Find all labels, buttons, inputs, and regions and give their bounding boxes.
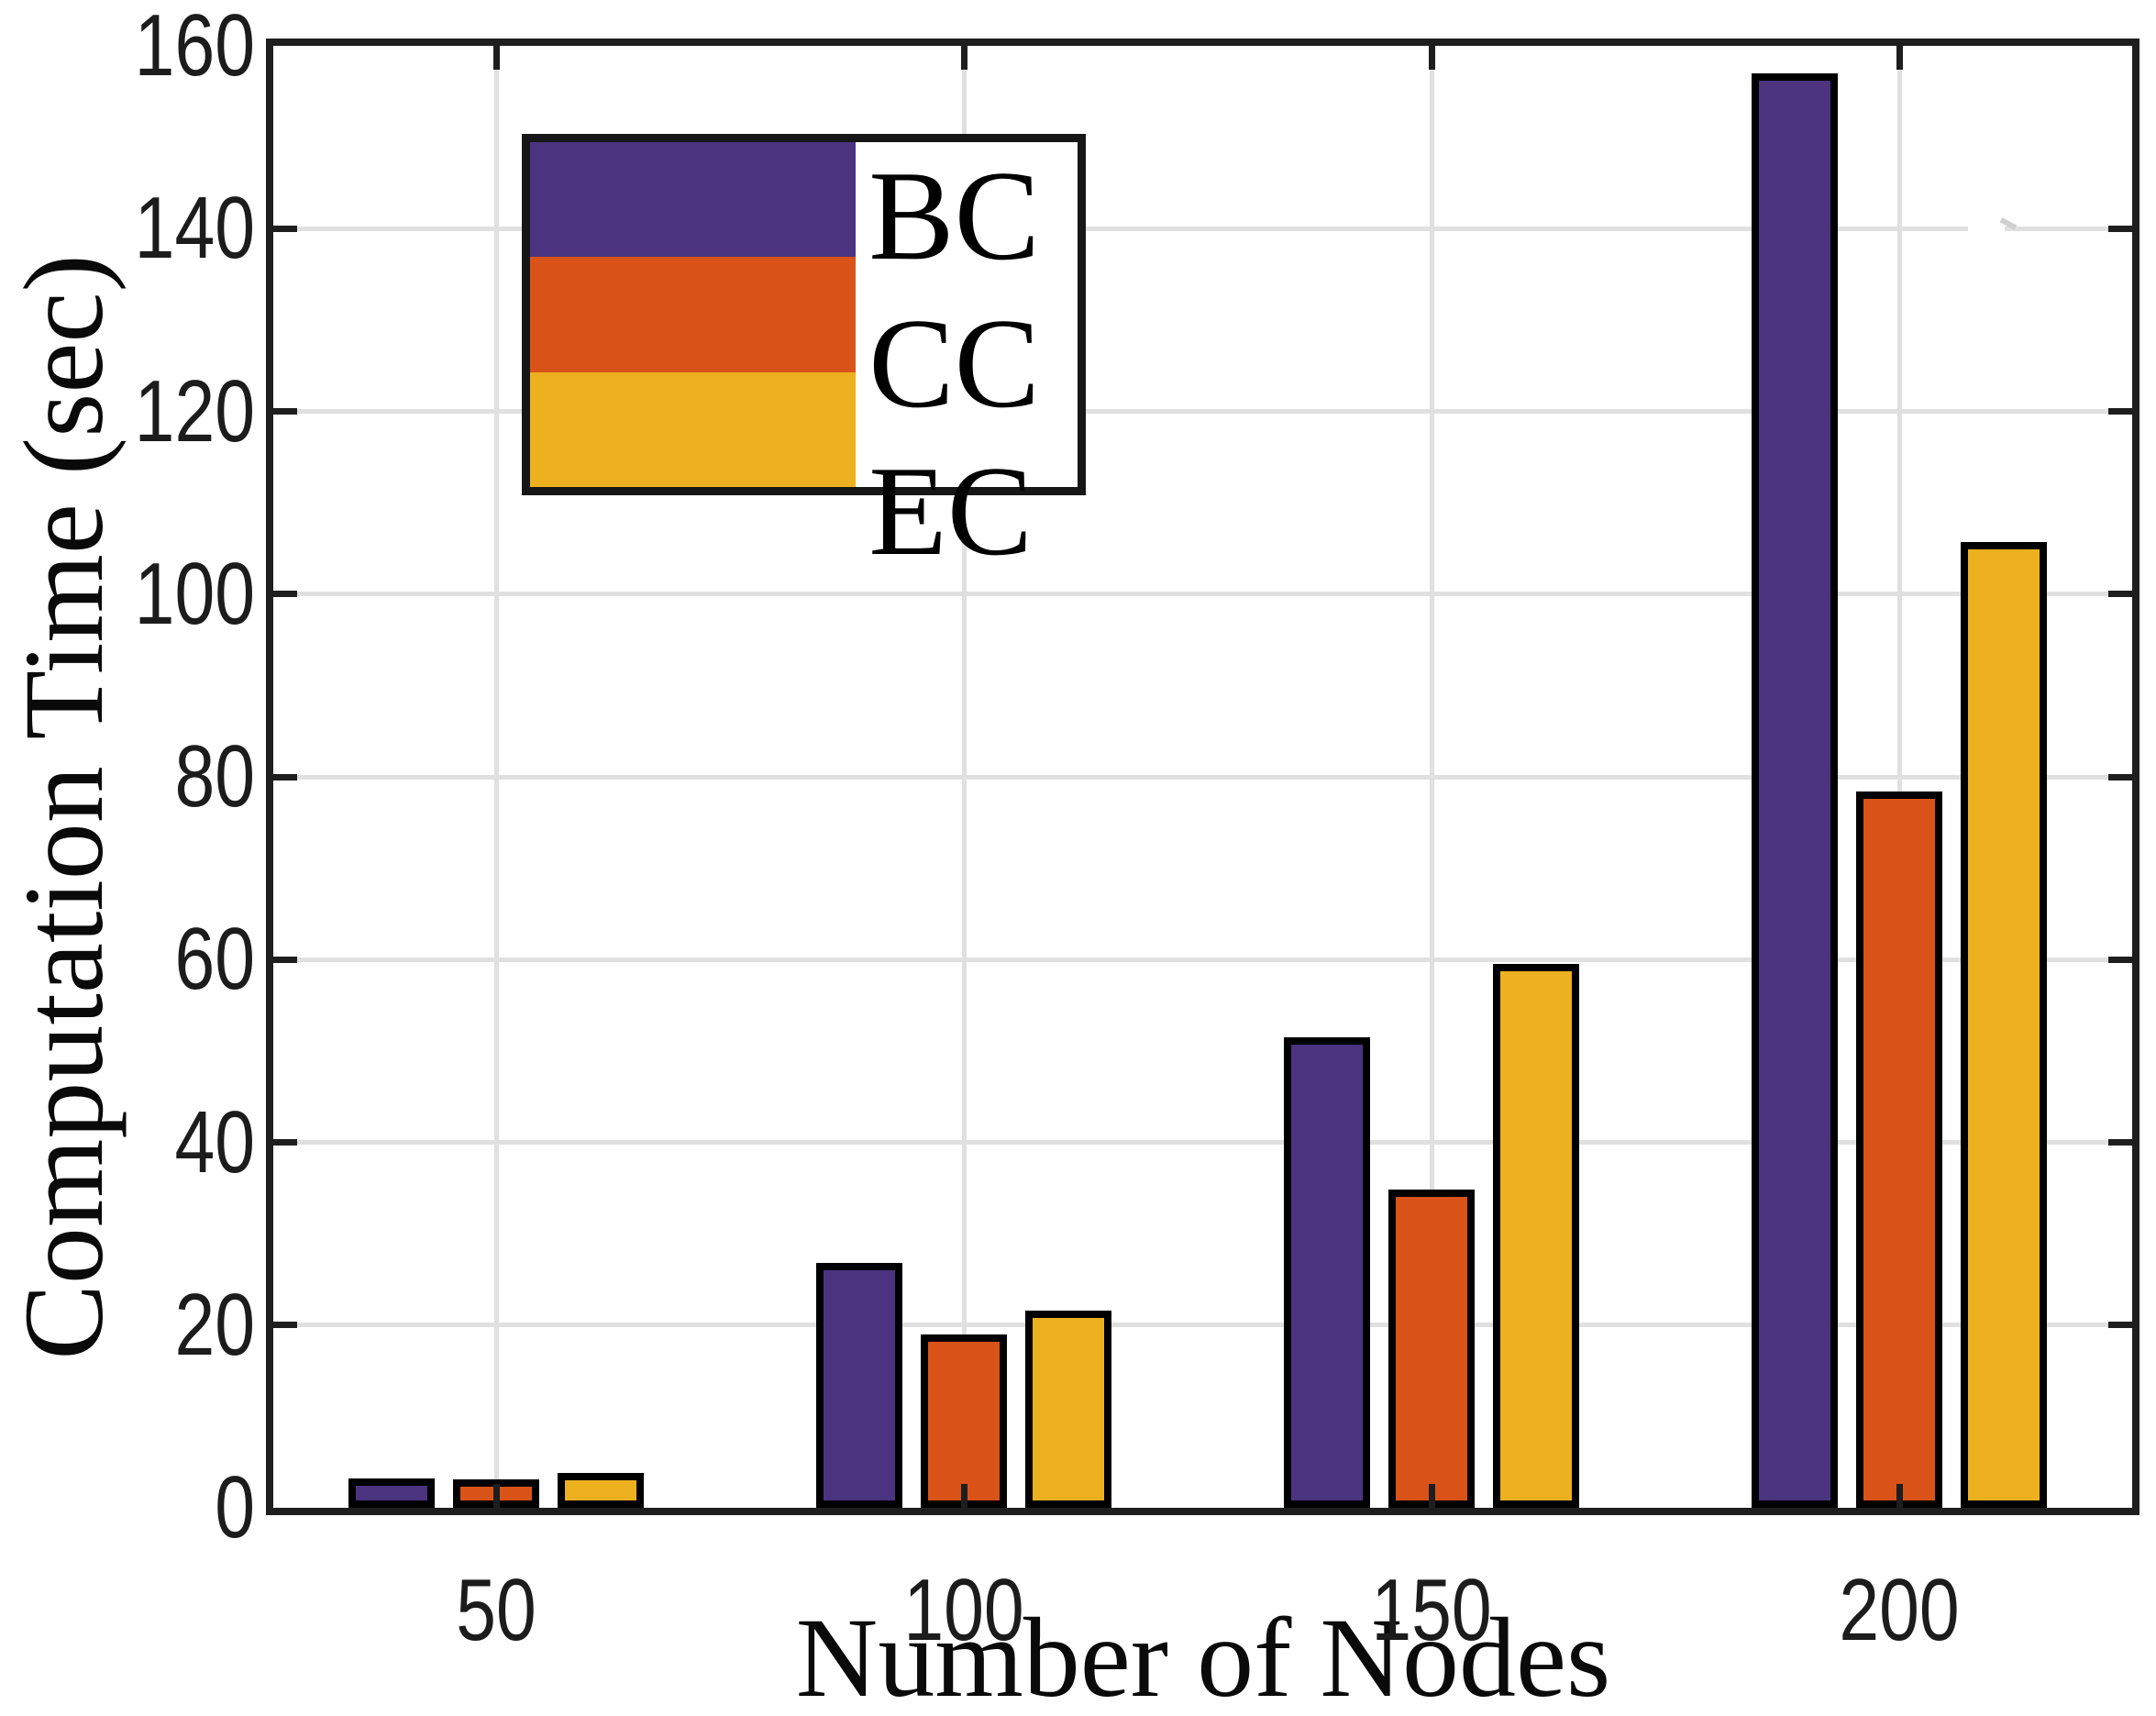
x-tick-label-100: 100 <box>903 1561 1024 1659</box>
x-axis-tick-top-150 <box>1428 46 1435 70</box>
legend-label-BC: BC <box>868 145 1040 287</box>
y-tick-label-60: 60 <box>174 910 255 1009</box>
y-axis-tick-left-140 <box>273 225 297 232</box>
h-gridline-40 <box>273 1140 2132 1145</box>
bar-EC-150 <box>1493 964 1579 1508</box>
bar-EC-200 <box>1961 542 2047 1508</box>
bar-BC-50 <box>348 1478 435 1508</box>
y-axis-tick-left-60 <box>273 956 297 963</box>
x-tick-label-200: 200 <box>1839 1561 1960 1659</box>
y-axis-tick-right-100 <box>2108 591 2132 598</box>
plot-border <box>266 39 2139 1515</box>
y-tick-label-20: 20 <box>174 1275 255 1374</box>
legend-swatch-column <box>530 142 857 487</box>
x-axis-label: Number of Nodes <box>795 1595 1611 1716</box>
x-axis-tick-bottom-100 <box>960 1484 967 1508</box>
h-gridline-120 <box>273 409 2132 414</box>
y-tick-label-80: 80 <box>174 727 255 825</box>
y-axis-tick-left-120 <box>273 408 297 415</box>
legend-label-column: BC CC EC <box>856 142 1078 582</box>
legend-swatch-EC <box>530 371 857 487</box>
y-axis-tick-left-80 <box>273 773 297 781</box>
gridline-artifact <box>1968 224 2005 235</box>
bar-CC-200 <box>1856 792 1942 1508</box>
bar-BC-200 <box>1752 73 1838 1508</box>
y-tick-label-40: 40 <box>174 1092 255 1191</box>
h-gridline-140 <box>273 226 2132 231</box>
h-gridline-80 <box>273 774 2132 780</box>
y-tick-label-100: 100 <box>134 544 255 643</box>
y-axis-tick-right-140 <box>2108 225 2132 232</box>
bar-BC-150 <box>1284 1037 1370 1508</box>
x-axis-tick-bottom-200 <box>1896 1484 1903 1508</box>
y-axis-tick-right-120 <box>2108 408 2132 415</box>
x-tick-label-50: 50 <box>456 1561 536 1659</box>
bar-EC-100 <box>1025 1311 1111 1508</box>
y-tick-label-160: 160 <box>134 0 255 94</box>
y-axis-tick-left-20 <box>273 1322 297 1329</box>
y-tick-label-0: 0 <box>215 1458 255 1556</box>
x-tick-label-150: 150 <box>1371 1561 1492 1659</box>
bar-BC-100 <box>816 1263 902 1508</box>
x-axis-tick-bottom-150 <box>1428 1484 1435 1508</box>
y-axis-tick-right-20 <box>2108 1322 2132 1329</box>
y-tick-label-120: 120 <box>134 361 255 460</box>
y-axis-tick-right-40 <box>2108 1139 2132 1146</box>
x-axis-tick-top-50 <box>492 46 500 70</box>
legend-label-EC: EC <box>868 440 1034 582</box>
legend-swatch-BC <box>530 142 857 258</box>
h-gridline-100 <box>273 592 2132 597</box>
x-axis-tick-bottom-50 <box>492 1484 500 1508</box>
y-axis-tick-right-60 <box>2108 956 2132 963</box>
legend: BC CC EC <box>522 134 1086 582</box>
y-axis-tick-right-80 <box>2108 773 2132 781</box>
legend-label-CC: CC <box>868 293 1040 435</box>
bar-EC-50 <box>558 1473 644 1508</box>
y-tick-label-140: 140 <box>134 179 255 278</box>
x-axis-tick-top-100 <box>960 46 967 70</box>
h-gridline-20 <box>273 1323 2132 1328</box>
h-gridline-60 <box>273 957 2132 962</box>
x-axis-tick-top-200 <box>1896 46 1903 70</box>
y-axis-tick-left-100 <box>273 591 297 598</box>
y-axis-tick-left-40 <box>273 1139 297 1146</box>
legend-swatch-CC <box>530 257 857 372</box>
bar-CC-150 <box>1388 1190 1475 1508</box>
